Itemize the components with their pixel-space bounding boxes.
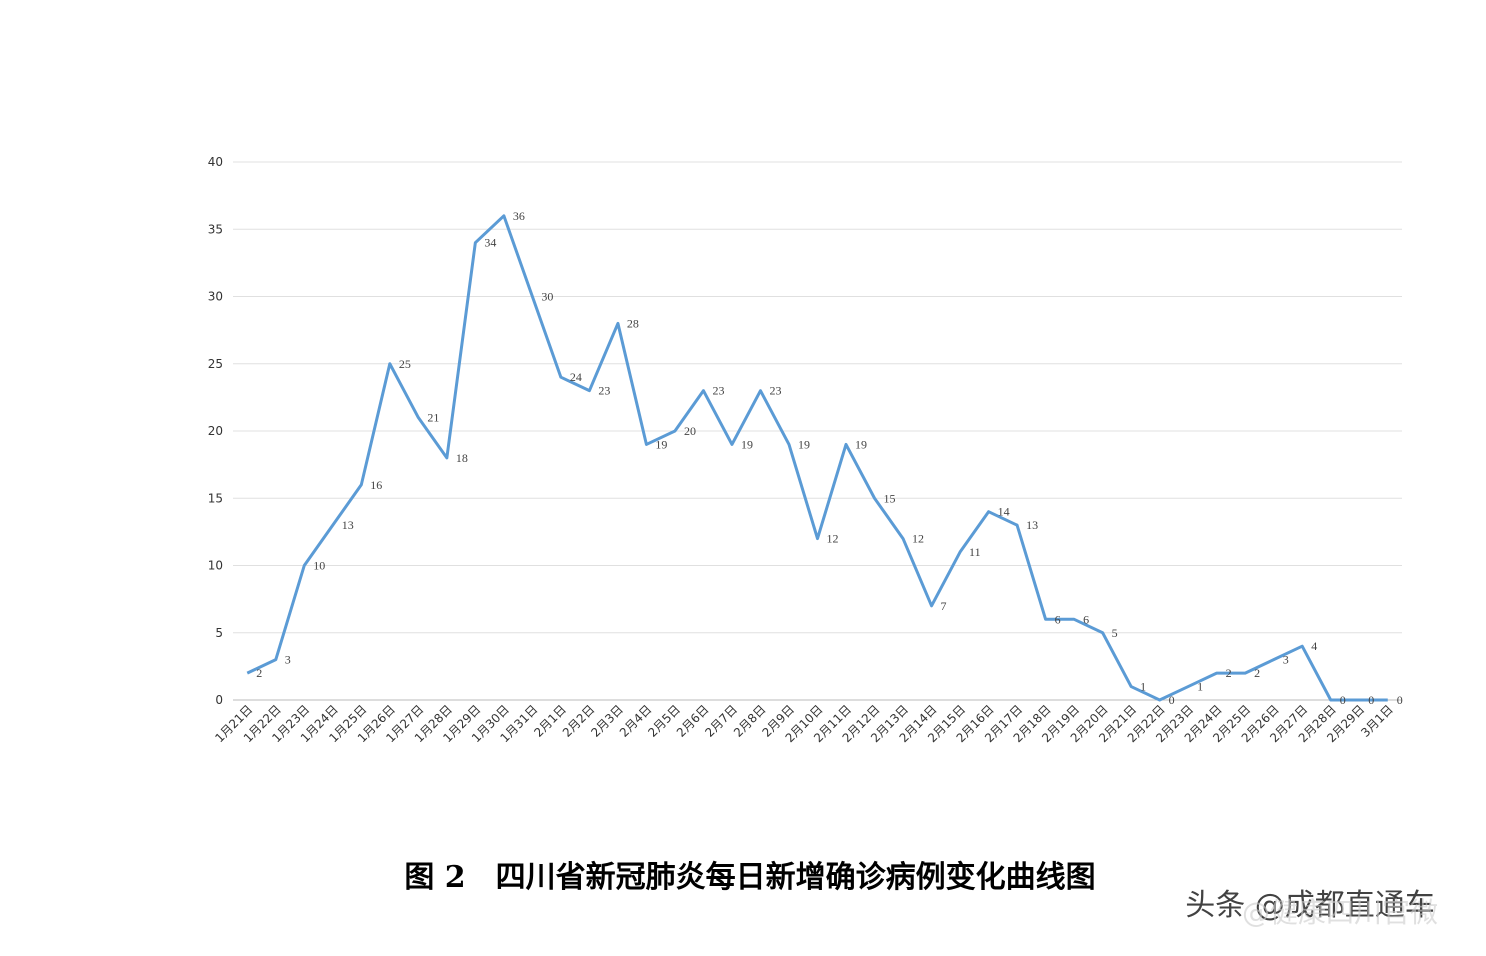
- data-label: 19: [855, 437, 867, 451]
- chart-title: 图 2 四川省新冠肺炎每日新增确诊病例变化曲线图: [404, 860, 1095, 895]
- data-label: 18: [456, 451, 468, 465]
- line: [246, 214, 1388, 702]
- data-label: 7: [941, 599, 947, 613]
- data-label: 19: [798, 437, 810, 451]
- data-label: 6: [1055, 612, 1061, 626]
- data-label: 19: [655, 437, 667, 451]
- data-label: 23: [598, 384, 610, 398]
- data-label: 0: [1340, 693, 1346, 707]
- data-label: 2: [1254, 666, 1260, 680]
- y-tick-label: 30: [208, 290, 223, 304]
- data-label: 36: [513, 209, 525, 223]
- y-tick-label: 35: [208, 222, 223, 236]
- data-label: 20: [684, 424, 696, 438]
- data-label: 34: [484, 236, 496, 250]
- x-tick-label: 3月1日: [1358, 702, 1396, 740]
- y-tick-label: 5: [215, 626, 223, 640]
- y-tick-label: 25: [208, 357, 223, 371]
- watermark: 头条 @成都直通车: [1185, 888, 1435, 923]
- watermark: @健康四川官微: [1242, 896, 1438, 929]
- y-tick-label: 10: [208, 559, 223, 573]
- data-label: 0: [1397, 693, 1403, 707]
- y-tick-label: 20: [208, 424, 223, 438]
- data-label: 14: [998, 505, 1010, 519]
- data-label: 2: [256, 666, 262, 680]
- data-label: 25: [399, 357, 411, 371]
- data-label: 0: [1169, 693, 1175, 707]
- data-label: 6: [1083, 612, 1089, 626]
- y-tick-label: 40: [208, 155, 223, 169]
- data-label: 10: [313, 559, 325, 573]
- data-label: 15: [884, 491, 896, 505]
- data-label: 11: [969, 545, 981, 559]
- data-label: 28: [627, 316, 639, 330]
- data-label: 4: [1311, 639, 1317, 653]
- data-label: 23: [769, 384, 781, 398]
- data-label: 21: [427, 411, 439, 425]
- data-label: 23: [712, 384, 724, 398]
- data-label: 24: [570, 370, 582, 384]
- data-label: 13: [342, 518, 354, 532]
- data-label: 19: [741, 437, 753, 451]
- data-label: 13: [1026, 518, 1038, 532]
- data-label: 0: [1368, 693, 1374, 707]
- data-label: 30: [541, 290, 553, 304]
- data-label: 3: [1283, 653, 1289, 667]
- data-label: 1: [1140, 680, 1146, 694]
- data-label: 16: [370, 478, 382, 492]
- data-label: 1: [1197, 680, 1203, 694]
- data-label: 2: [1226, 666, 1232, 680]
- y-tick-label: 0: [215, 693, 223, 707]
- data-label: 3: [285, 653, 291, 667]
- data-label: 12: [912, 532, 924, 546]
- data-label: 5: [1112, 626, 1118, 640]
- data-label: 12: [827, 532, 839, 546]
- y-tick-label: 15: [208, 491, 223, 505]
